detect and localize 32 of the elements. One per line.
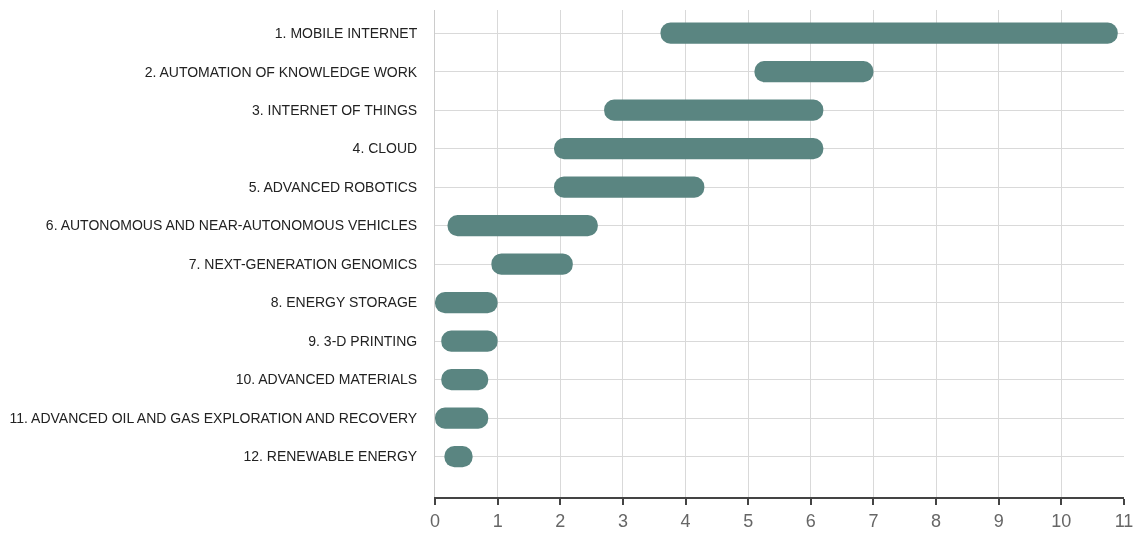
x-tick-label: 10 bbox=[1051, 510, 1072, 531]
y-tick-label: 6. AUTONOMOUS AND NEAR-AUTONOMOUS VEHICLES bbox=[45, 217, 418, 234]
y-tick-label: 9. 3-D PRINTING bbox=[308, 332, 418, 349]
x-tick-label: 9 bbox=[993, 510, 1004, 531]
x-tick-label: 0 bbox=[429, 510, 441, 531]
y-tick-label: 12. RENEWABLE ENERGY bbox=[243, 448, 418, 465]
bar bbox=[554, 138, 824, 160]
bar bbox=[754, 61, 874, 83]
y-tick-label: 5. ADVANCED ROBOTICS bbox=[248, 178, 418, 195]
bar bbox=[604, 99, 824, 121]
x-tick-label: 5 bbox=[743, 510, 754, 531]
y-tick-label: 11. ADVANCED OIL AND GAS EXPLORATION AND RECOVERY bbox=[9, 409, 418, 426]
x-tick-label: 1 bbox=[492, 510, 503, 531]
x-tick-label: 6 bbox=[805, 510, 816, 531]
y-tick-label: 8. ENERGY STORAGE bbox=[270, 294, 418, 311]
x-tick-label: 8 bbox=[931, 510, 942, 531]
bar bbox=[554, 176, 705, 198]
y-tick-label: 3. INTERNET OF THINGS bbox=[252, 101, 418, 118]
x-tick-label: 4 bbox=[680, 510, 691, 531]
bar bbox=[660, 22, 1118, 44]
bar bbox=[447, 215, 598, 237]
y-tick-label: 1. MOBILE INTERNET bbox=[274, 25, 418, 41]
x-tick-label: 11 bbox=[1114, 510, 1134, 531]
y-tick-label: 4. CLOUD bbox=[352, 140, 418, 157]
x-tick-label: 2 bbox=[555, 510, 566, 531]
y-tick-label: 2. AUTOMATION OF KNOWLEDGE WORK bbox=[144, 63, 418, 80]
x-tick-label: 3 bbox=[617, 510, 628, 531]
x-tick-label: 7 bbox=[868, 510, 879, 531]
y-tick-label: 10. ADVANCED MATERIALS bbox=[235, 371, 418, 388]
bar bbox=[435, 292, 498, 314]
bar bbox=[491, 253, 573, 275]
y-tick-label: 7. NEXT-GENERATION GENOMICS bbox=[188, 255, 418, 272]
